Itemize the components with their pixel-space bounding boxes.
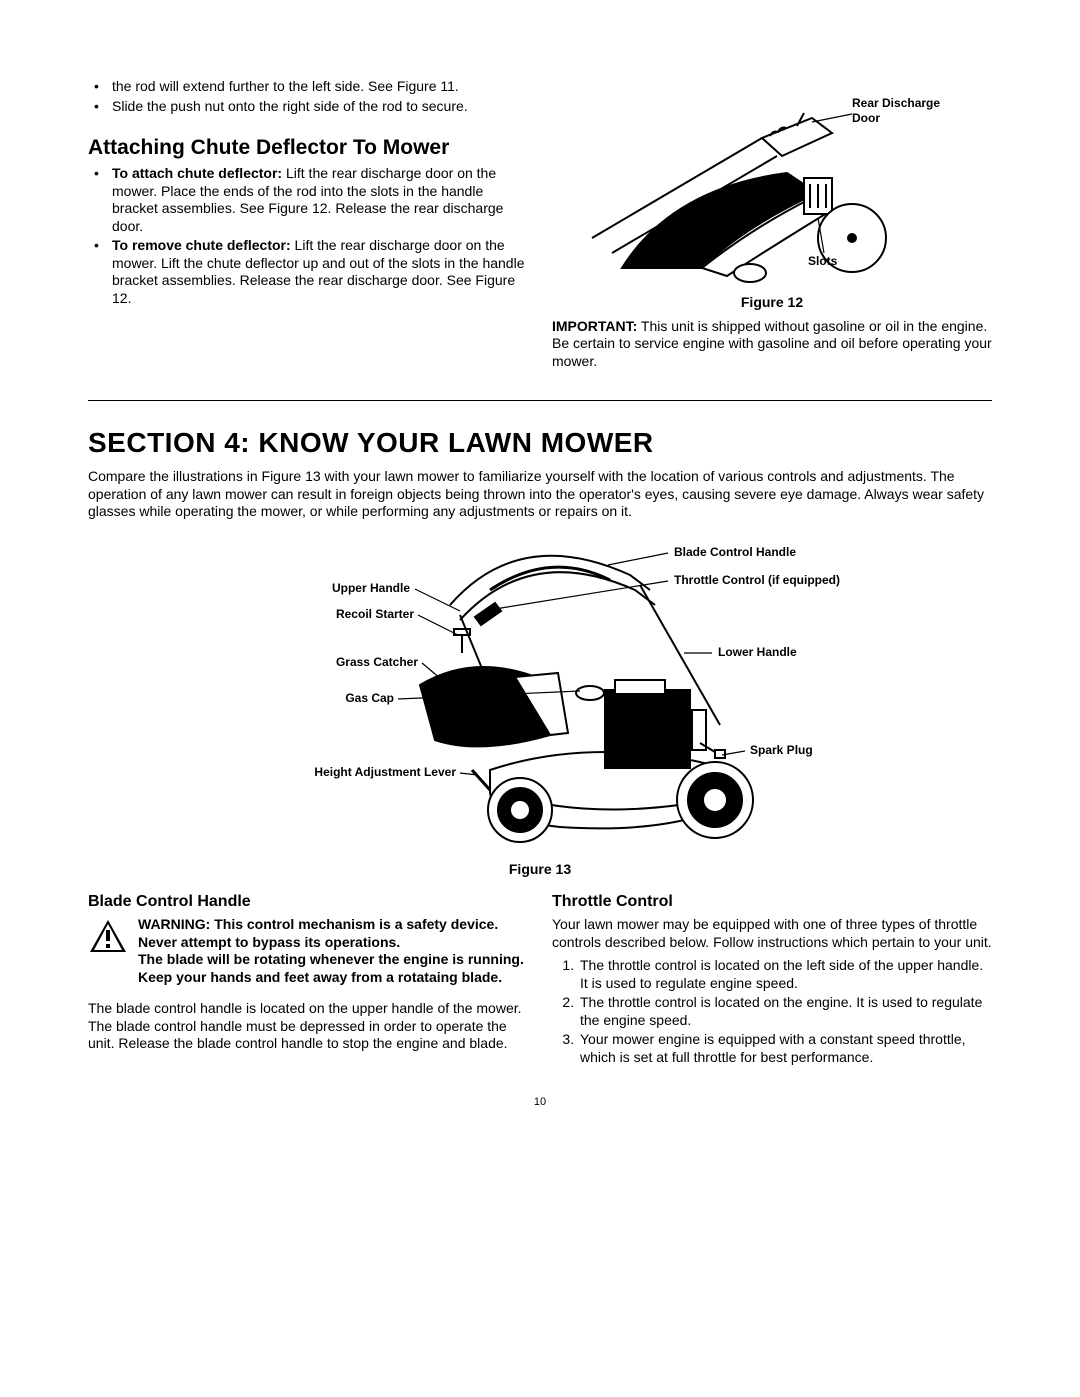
list-item: Slide the push nut onto the right side o… xyxy=(88,98,528,116)
throttle-li1: The throttle control is located on the l… xyxy=(580,957,983,991)
blade-heading: Blade Control Handle xyxy=(88,892,528,912)
label-blade-control: Blade Control Handle xyxy=(674,545,796,560)
bottom-two-column: Blade Control Handle WARNING: This contr… xyxy=(88,884,992,1068)
list-item: To attach chute deflector: Lift the rear… xyxy=(88,165,528,235)
continuation-list: the rod will extend further to the left … xyxy=(88,78,528,115)
warning-line-1: WARNING: This control mechanism is a saf… xyxy=(138,916,528,951)
bottom-left-column: Blade Control Handle WARNING: This contr… xyxy=(88,884,528,1068)
section-4-intro: Compare the illustrations in Figure 13 w… xyxy=(88,468,992,521)
important-paragraph: IMPORTANT: This unit is shipped without … xyxy=(552,318,992,371)
attach-list: To attach chute deflector: Lift the rear… xyxy=(88,165,528,307)
attach-li1-bold: To attach chute deflector: xyxy=(112,165,282,181)
warning-text: WARNING: This control mechanism is a saf… xyxy=(138,916,528,986)
important-bold: IMPORTANT: xyxy=(552,318,637,334)
page-number: 10 xyxy=(88,1096,992,1110)
label-recoil-starter: Recoil Starter xyxy=(336,607,414,622)
label-upper-handle: Upper Handle xyxy=(332,581,410,596)
top-left-column: the rod will extend further to the left … xyxy=(88,78,528,370)
label-height-adj: Height Adjustment Lever xyxy=(314,765,456,780)
top-right-column: Rear Discharge Door Slots Figure 12 IMPO… xyxy=(552,78,992,370)
continuation-text: the rod will extend further to the left … xyxy=(112,78,528,96)
throttle-li3: Your mower engine is equipped with a con… xyxy=(580,1031,966,1065)
list-item: The throttle control is located on the l… xyxy=(578,957,992,992)
label-lower-handle: Lower Handle xyxy=(718,645,797,660)
blade-para: The blade control handle is located on t… xyxy=(88,1000,528,1053)
figure-12: Rear Discharge Door Slots xyxy=(552,78,992,288)
throttle-list: The throttle control is located on the l… xyxy=(552,957,992,1066)
list-item: Your mower engine is equipped with a con… xyxy=(578,1031,992,1066)
throttle-heading: Throttle Control xyxy=(552,892,992,912)
warning-triangle-icon xyxy=(88,918,128,959)
figure-12-caption: Figure 12 xyxy=(552,294,992,312)
figure-13-caption: Figure 13 xyxy=(88,861,992,879)
throttle-li2: The throttle control is located on the e… xyxy=(580,994,982,1028)
label-spark-plug: Spark Plug xyxy=(750,743,813,758)
label-rear-discharge-door: Rear Discharge Door xyxy=(852,96,942,126)
section-rule xyxy=(88,400,992,401)
bottom-right-column: Throttle Control Your lawn mower may be … xyxy=(552,884,992,1068)
list-item: To remove chute deflector: Lift the rear… xyxy=(88,237,528,307)
continuation-text: Slide the push nut onto the right side o… xyxy=(112,98,468,114)
section-4-heading: SECTION 4: KNOW YOUR LAWN MOWER xyxy=(88,425,992,460)
throttle-para: Your lawn mower may be equipped with one… xyxy=(552,916,992,951)
attach-heading: Attaching Chute Deflector To Mower xyxy=(88,135,528,161)
figure-13: Upper Handle Recoil Starter Grass Catche… xyxy=(160,535,920,855)
list-item: the rod will extend further to the left … xyxy=(88,78,528,96)
top-two-column: the rod will extend further to the left … xyxy=(88,78,992,370)
label-throttle: Throttle Control (if equipped) xyxy=(674,573,840,588)
list-item: The throttle control is located on the e… xyxy=(578,994,992,1029)
label-slots: Slots xyxy=(808,254,837,269)
warning-block: WARNING: This control mechanism is a saf… xyxy=(88,916,528,986)
label-gas-cap: Gas Cap xyxy=(345,691,394,706)
attach-li2-bold: To remove chute deflector: xyxy=(112,237,291,253)
warning-line-2: The blade will be rotating whenever the … xyxy=(138,951,528,986)
label-grass-catcher: Grass Catcher xyxy=(336,655,418,670)
